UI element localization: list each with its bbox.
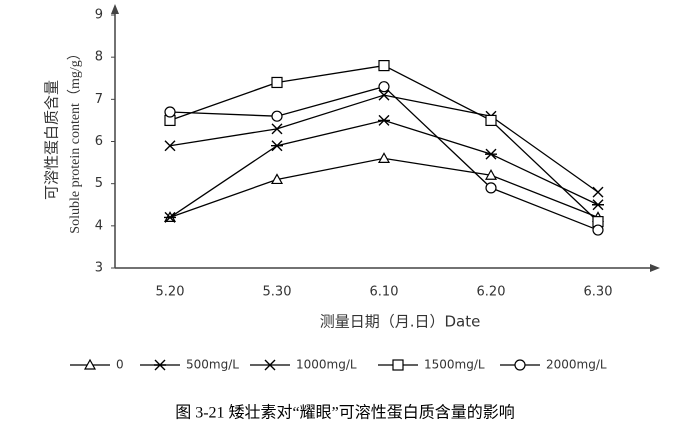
y-tick-label: 7: [95, 92, 103, 107]
cross: [592, 199, 604, 211]
cross: [592, 186, 604, 198]
x-tick-label: 5.20: [156, 285, 185, 300]
cross: [271, 123, 283, 135]
square: [485, 114, 497, 127]
series-line: [169, 94, 599, 193]
marker: [485, 114, 497, 127]
triangle: [377, 152, 391, 163]
square: [392, 359, 404, 371]
x-axis-arrow: [650, 264, 660, 272]
cross: [164, 140, 176, 152]
legend-label: 0: [116, 358, 124, 372]
marker: [164, 211, 176, 223]
y-axis-label: 可溶性蛋白质含量: [43, 80, 61, 200]
y-tick-label: 8: [95, 50, 103, 65]
legend-label: 1000mg/L: [296, 358, 357, 372]
cross: [378, 114, 390, 126]
caption: 图 3-21 矮壮素对“耀眼”可溶性蛋白质含量的影响: [175, 404, 515, 422]
square: [378, 59, 390, 72]
marker: [485, 148, 497, 160]
legend-label: 1500mg/L: [424, 358, 485, 372]
marker: [378, 114, 390, 126]
y-axis-label: Soluble protein content（mg/g）: [67, 46, 83, 233]
x-axis-label: 测量日期（月.日）Date: [320, 313, 481, 331]
marker: [484, 168, 498, 180]
triangle: [484, 168, 498, 180]
marker: [164, 106, 176, 118]
circle: [514, 359, 526, 371]
circle: [485, 182, 497, 194]
marker: [514, 359, 526, 371]
circle: [378, 81, 390, 93]
marker: [378, 89, 390, 101]
marker: [264, 359, 276, 371]
marker: [378, 81, 390, 93]
cross: [164, 211, 176, 223]
marker: [271, 76, 283, 89]
marker: [378, 59, 390, 72]
marker: [271, 140, 283, 152]
cross: [378, 89, 390, 101]
x-tick-label: 5.30: [263, 285, 292, 300]
marker: [592, 199, 604, 211]
square: [271, 76, 283, 89]
y-tick-label: 9: [95, 8, 103, 23]
circle: [164, 106, 176, 118]
marker: [83, 358, 97, 370]
y-tick-label: 6: [95, 134, 103, 149]
triangle: [270, 173, 284, 185]
marker: [164, 140, 176, 152]
x-tick-label: 6.30: [584, 285, 613, 300]
y-tick-label: 4: [95, 218, 103, 233]
circle: [271, 110, 283, 122]
marker: [377, 152, 391, 163]
marker: [270, 173, 284, 185]
y-tick-label: 5: [95, 176, 103, 191]
triangle: [83, 358, 97, 370]
cross: [485, 148, 497, 160]
cross: [271, 140, 283, 152]
circle: [592, 224, 604, 236]
marker: [392, 359, 404, 371]
series-line: [169, 157, 599, 219]
legend-label: 500mg/L: [186, 358, 239, 372]
marker: [154, 359, 166, 371]
x-tick-label: 6.10: [370, 285, 399, 300]
x-tick-label: 6.20: [477, 285, 506, 300]
marker: [592, 224, 604, 236]
y-axis-arrow: [111, 4, 119, 14]
marker: [271, 123, 283, 135]
cross: [154, 359, 166, 371]
marker: [271, 110, 283, 122]
cross: [264, 359, 276, 371]
y-tick-label: 3: [95, 261, 103, 276]
marker: [592, 186, 604, 198]
marker: [485, 182, 497, 194]
legend-label: 2000mg/L: [546, 358, 607, 372]
